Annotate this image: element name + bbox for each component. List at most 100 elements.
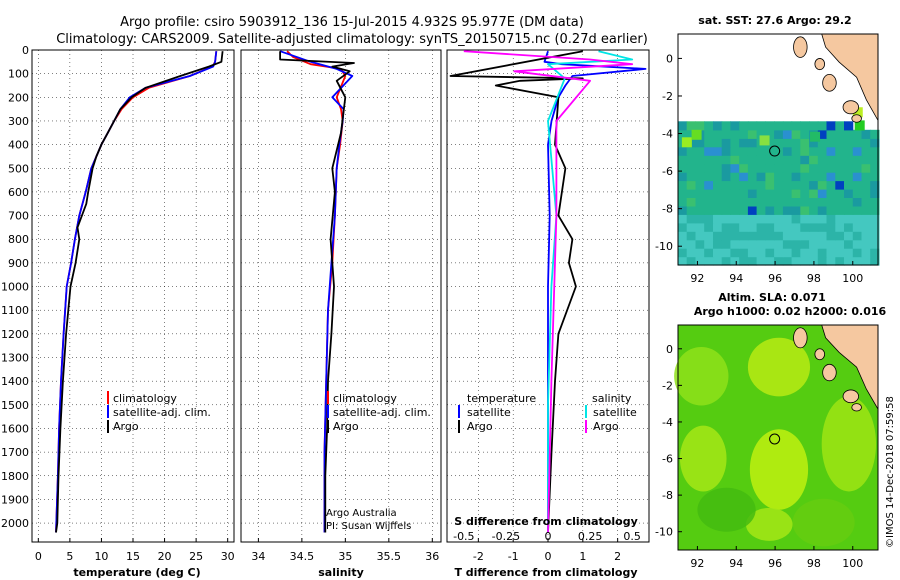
depth-tick-label: 1300 <box>1 352 29 365</box>
temperature-legend: climatology satellite-adj. clim. Argo <box>107 391 211 433</box>
sst-cell <box>809 172 819 182</box>
sst-cell <box>739 121 749 131</box>
x-tick-label: 0 <box>545 550 552 563</box>
sst-cell <box>870 205 880 215</box>
sst-cell <box>870 222 880 232</box>
depth-tick-label: 1400 <box>1 375 29 388</box>
sst-cell <box>791 231 801 241</box>
sst-cell <box>747 214 758 224</box>
sst-cell <box>809 205 819 215</box>
sst-cell <box>809 231 819 241</box>
island <box>793 36 808 58</box>
sst-cell <box>713 138 723 148</box>
sst-cell <box>809 155 819 165</box>
sst-cell <box>852 231 863 241</box>
sst-cell <box>835 256 845 266</box>
sst-cell <box>721 121 731 131</box>
sst-cell <box>852 205 863 215</box>
sst-cell <box>704 214 714 224</box>
sla-anomaly-patch <box>697 487 756 532</box>
sst-cell <box>817 121 828 131</box>
depth-tick-label: 1500 <box>1 399 29 412</box>
sst-cell <box>765 155 775 165</box>
sla-anomaly-patch <box>749 429 809 510</box>
sst-cell <box>739 180 749 190</box>
sst-cell <box>774 231 784 241</box>
sla-map-frame <box>677 324 879 551</box>
sst-cell <box>852 248 863 258</box>
depth-tick-label: 1700 <box>1 446 29 459</box>
sla-anomaly-patch <box>679 425 727 492</box>
sst-cell <box>695 248 705 258</box>
series-line-climatology <box>55 51 218 533</box>
difference-legend: temperature satellite Argo salinity sate… <box>458 392 637 433</box>
salinity-xlabel: salinity <box>318 566 364 579</box>
sst-cell <box>713 188 723 198</box>
sst-cell <box>791 129 801 139</box>
sst-cell <box>747 231 758 241</box>
sst-cell <box>704 222 714 232</box>
sst-cell <box>765 222 775 232</box>
map-lon-label: 98 <box>807 557 821 570</box>
sst-cell <box>844 180 854 190</box>
sst-cell <box>817 256 828 266</box>
sst-cell <box>756 155 766 165</box>
sst-cell <box>704 256 714 266</box>
sst-cell <box>756 129 766 139</box>
sst-cell <box>861 163 871 173</box>
sst-cell <box>817 138 828 148</box>
sst-cell <box>704 197 714 207</box>
sst-cell <box>686 231 696 241</box>
x-tick-label: 30 <box>221 550 235 563</box>
sst-cell <box>713 197 723 207</box>
temperature-frame <box>31 49 235 543</box>
map-lat-label: 0 <box>666 52 673 65</box>
sst-cell <box>844 163 854 173</box>
sst-cell <box>852 239 863 249</box>
island <box>851 403 862 412</box>
sst-cell <box>730 205 740 215</box>
sst-cell <box>704 180 714 190</box>
map-lon-label: 94 <box>729 557 743 570</box>
map-lat-label: 0 <box>666 343 673 356</box>
sst-cell <box>870 129 880 139</box>
sst-cell <box>730 248 740 258</box>
series-line-argo <box>279 51 355 533</box>
series-line-satellite <box>55 51 218 533</box>
depth-tick-label: 800 <box>8 233 29 246</box>
sst-cell <box>704 172 714 182</box>
sst-cell <box>695 222 705 232</box>
sst-cell <box>861 197 871 207</box>
title-line-2: Climatology: CARS2009. Satellite-adjuste… <box>56 32 648 47</box>
imos-timestamp: ©IMOS 14-Dec-2018 07:59:58 <box>885 396 896 548</box>
depth-tick-label: 1800 <box>1 470 29 483</box>
sst-cell <box>870 188 880 198</box>
island <box>851 114 862 123</box>
sst-cell <box>791 188 801 198</box>
diff-legend-salinity-title: salinity <box>592 392 632 405</box>
sst-cell <box>782 146 793 156</box>
sst-cell <box>782 188 793 198</box>
sst-cell <box>826 172 836 182</box>
sst-cell <box>713 155 723 165</box>
sst-cell <box>756 256 766 266</box>
sst-cell <box>809 121 819 131</box>
sst-cell <box>852 188 863 198</box>
sst-cell <box>765 239 775 249</box>
sst-cell <box>782 222 793 232</box>
sst-cell <box>870 163 880 173</box>
sst-cell <box>826 121 836 131</box>
sst-cell <box>826 231 836 241</box>
sst-cell <box>747 155 758 165</box>
depth-tick-label: 1900 <box>1 493 29 506</box>
sst-cell <box>721 163 731 173</box>
sst-cell <box>774 180 784 190</box>
sst-cell <box>782 138 793 148</box>
sst-cell <box>817 172 828 182</box>
sst-cell <box>730 180 740 190</box>
depth-tick-label: 1000 <box>1 281 29 294</box>
sst-cell <box>791 146 801 156</box>
sst-cell <box>809 248 819 258</box>
sst-cell <box>782 239 793 249</box>
